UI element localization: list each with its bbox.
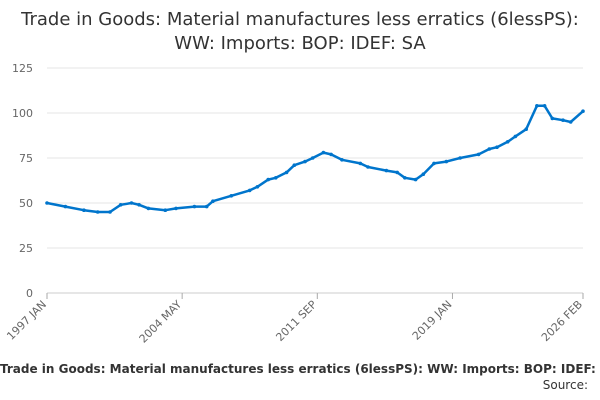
y-tick-label: 125: [12, 62, 33, 75]
chart-title: Trade in Goods: Material manufactures le…: [21, 9, 579, 54]
data-point: [211, 199, 215, 203]
data-point: [476, 152, 481, 157]
y-tick-label: 100: [12, 107, 33, 120]
x-tick-label: 2026 FEB: [539, 298, 585, 344]
data-point: [118, 203, 123, 207]
data-point: [204, 204, 209, 209]
data-point: [444, 159, 449, 164]
data-point: [284, 170, 289, 175]
data-point: [421, 172, 426, 176]
grid-lines: [47, 67, 583, 294]
data-point: [321, 150, 326, 155]
x-tick-label: 2011 SEP: [273, 298, 319, 344]
data-point: [292, 163, 297, 167]
data-point: [266, 177, 271, 182]
data-point: [568, 120, 573, 124]
data-point: [505, 140, 510, 144]
data-point: [384, 168, 389, 173]
data-point: [274, 176, 278, 180]
data-point: [535, 104, 539, 108]
y-tick-label: 0: [26, 287, 33, 300]
data-point: [146, 206, 151, 211]
series-layer: [45, 104, 585, 214]
data-point: [413, 177, 418, 182]
x-tick-label: 2019 JAN: [410, 298, 455, 343]
data-point: [340, 158, 344, 162]
data-point: [432, 161, 436, 166]
data-point: [458, 156, 462, 160]
data-point: [247, 188, 252, 193]
y-tick-label: 25: [19, 242, 33, 255]
data-point: [192, 204, 197, 209]
data-point: [163, 208, 168, 212]
data-point: [129, 201, 134, 205]
data-point: [303, 159, 307, 164]
data-point: [310, 156, 315, 160]
data-point: [487, 147, 492, 151]
y-tick-label: 75: [19, 152, 33, 165]
data-point: [329, 152, 333, 157]
data-point: [542, 104, 547, 108]
data-point: [395, 170, 400, 175]
x-tick-label: 2004 MAY: [137, 298, 185, 346]
data-point: [550, 116, 555, 121]
data-point: [95, 210, 100, 214]
source-label: Source:: [542, 378, 588, 392]
y-axis: 0 25 50 75 100 125: [12, 62, 33, 300]
legend-series-name: Trade in Goods: Material manufactures le…: [0, 362, 600, 376]
data-point: [366, 165, 370, 169]
data-point: [229, 194, 234, 198]
data-point: [524, 127, 528, 131]
data-point: [255, 185, 260, 189]
data-point: [82, 208, 86, 212]
series-line: [45, 104, 585, 214]
x-tick-label: 1997 JAN: [4, 298, 49, 343]
data-point: [561, 118, 565, 122]
data-point: [137, 203, 141, 207]
data-point: [495, 145, 499, 149]
y-tick-label: 50: [19, 197, 33, 210]
data-point: [513, 134, 518, 139]
data-point: [45, 201, 49, 205]
data-point: [403, 176, 407, 180]
data-point: [108, 210, 112, 214]
data-point: [358, 161, 363, 166]
data-point: [174, 206, 178, 211]
x-axis: 1997 JAN 2004 MAY 2011 SEP 2019 JAN 2026 FEB: [4, 293, 585, 346]
data-point: [581, 109, 585, 113]
data-point: [63, 204, 68, 209]
